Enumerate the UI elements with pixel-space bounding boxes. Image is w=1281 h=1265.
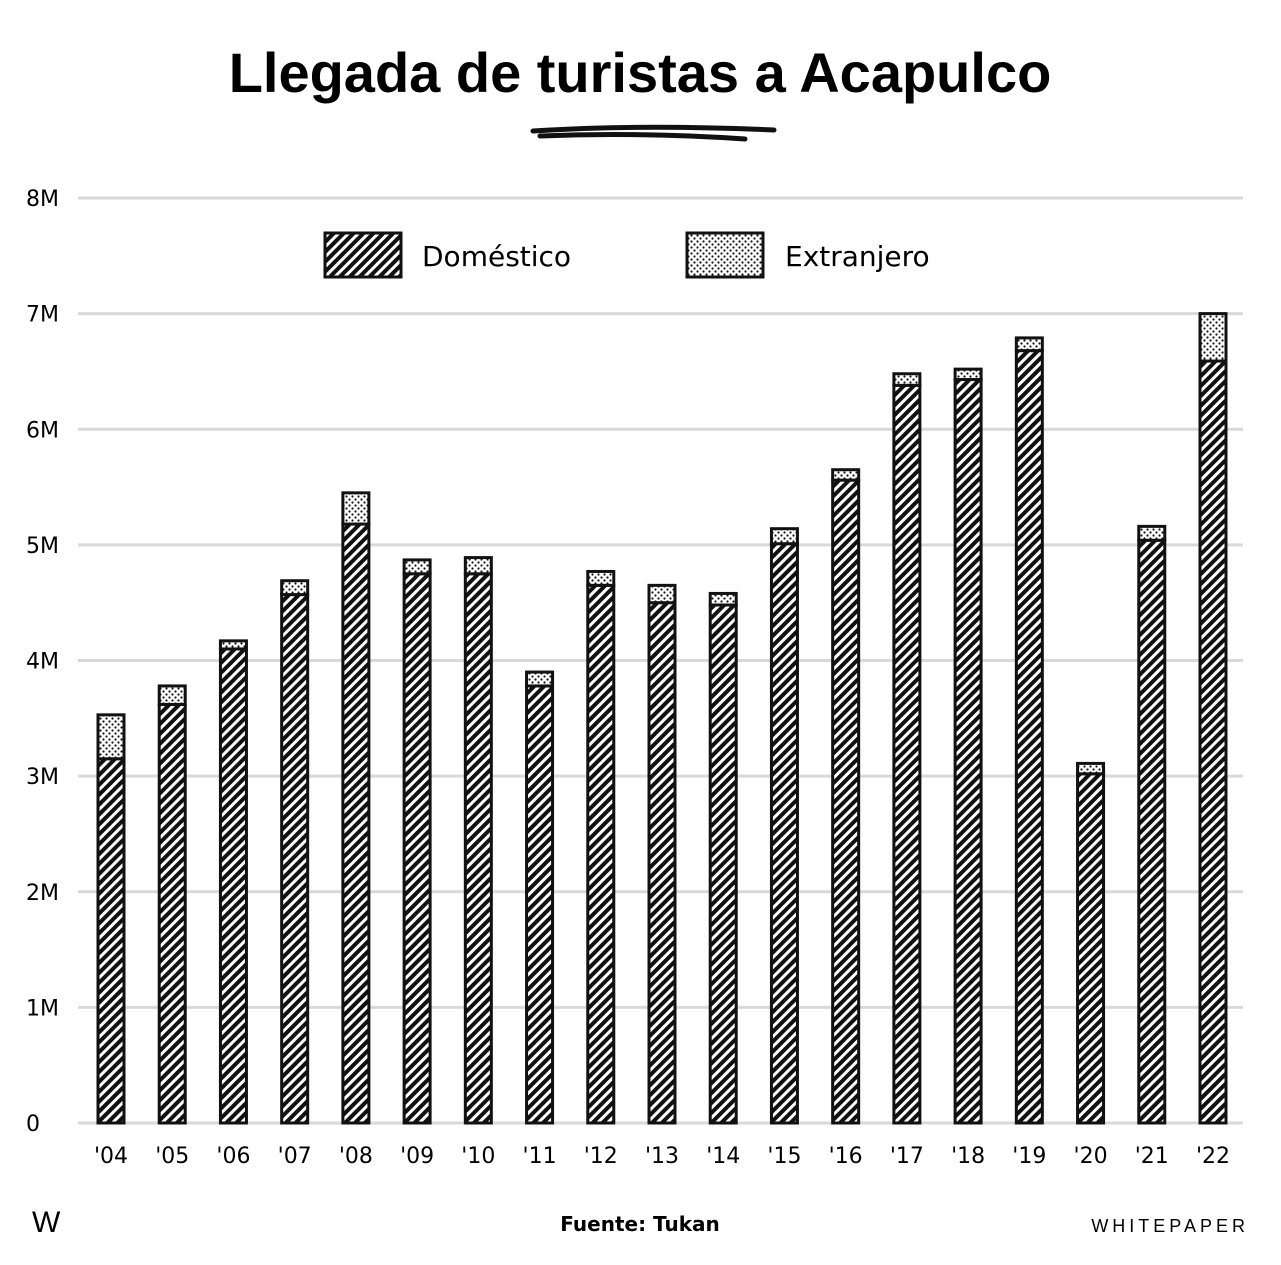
bar-domestico	[463, 572, 493, 1125]
y-tick-label: 3M	[26, 765, 59, 790]
x-tick-label: '06	[216, 1144, 250, 1169]
y-tick-label: 2M	[26, 881, 59, 906]
bar-extranjero	[157, 684, 187, 706]
bar-extranjero	[953, 367, 983, 382]
brand-logo: W	[32, 1206, 61, 1239]
legend-swatch-domestico	[323, 231, 403, 279]
bar-extranjero	[463, 556, 493, 576]
x-tick-label: '04	[94, 1144, 128, 1169]
bar-extranjero	[525, 670, 555, 688]
bar-extranjero	[769, 527, 799, 546]
chart-title: Llegada de turistas a Acapulco	[229, 41, 1052, 104]
bar-extranjero	[892, 372, 922, 387]
x-tick-label: '05	[155, 1144, 189, 1169]
bar-domestico	[1014, 349, 1044, 1125]
legend-label-extranjero: Extranjero	[785, 240, 930, 273]
bar-domestico	[280, 593, 310, 1125]
bar-domestico	[647, 601, 677, 1125]
x-tick-label: '07	[278, 1144, 312, 1169]
x-tick-label: '11	[523, 1144, 557, 1169]
x-tick-label: '10	[461, 1144, 495, 1169]
x-tick-label: '22	[1196, 1144, 1230, 1169]
x-tick-label: '21	[1135, 1144, 1169, 1169]
legend-swatch-extranjero	[685, 231, 765, 279]
bar-extranjero	[1076, 761, 1106, 776]
x-tick-label: '20	[1074, 1144, 1108, 1169]
y-tick-label: 6M	[26, 418, 59, 443]
bar-extranjero	[831, 468, 861, 482]
bar-domestico	[1076, 772, 1106, 1125]
y-axis: 0 1M 2M 3M 4M 5M 6M 7M 8M	[26, 187, 59, 1137]
x-tick-label: '13	[645, 1144, 679, 1169]
bar-domestico	[1137, 538, 1167, 1125]
bar-domestico	[586, 583, 616, 1125]
bar-extranjero	[708, 591, 738, 607]
bar-domestico	[769, 542, 799, 1125]
y-tick-label: 5M	[26, 534, 59, 559]
legend-label-domestico: Doméstico	[422, 240, 571, 273]
bars	[96, 312, 1228, 1125]
bar-domestico	[892, 383, 922, 1125]
legend-item-domestico: Doméstico	[323, 231, 571, 279]
bar-extranjero	[1014, 336, 1044, 353]
y-tick-label: 8M	[26, 187, 59, 212]
bar-domestico	[157, 702, 187, 1125]
x-tick-label: '09	[400, 1144, 434, 1169]
bar-domestico	[708, 603, 738, 1125]
x-tick-label: '15	[767, 1144, 801, 1169]
legend: Doméstico Extranjero	[323, 231, 930, 279]
bar-domestico	[341, 522, 371, 1125]
x-tick-label: '12	[584, 1144, 618, 1169]
bar-extranjero	[280, 579, 310, 597]
bar-domestico	[218, 647, 248, 1125]
bar-extranjero	[586, 569, 616, 587]
bar-extranjero	[341, 491, 371, 526]
x-tick-label: '14	[706, 1144, 740, 1169]
x-tick-label: '16	[829, 1144, 863, 1169]
x-tick-label: '18	[951, 1144, 985, 1169]
bar-extranjero	[96, 713, 126, 761]
bar-domestico	[953, 378, 983, 1125]
bar-domestico	[402, 572, 432, 1125]
y-tick-label: 0	[26, 1112, 40, 1137]
y-tick-label: 7M	[26, 303, 59, 328]
source-note: Fuente: Tukan	[560, 1212, 720, 1236]
bar-domestico	[1198, 359, 1228, 1125]
bar-extranjero	[1198, 312, 1228, 363]
bar-domestico	[525, 684, 555, 1125]
bar-domestico	[831, 478, 861, 1125]
x-axis: '04 '05 '06 '07 '08 '09 '10 '11 '12 '13 '14 '15 '16 '…	[94, 1144, 1230, 1169]
x-tick-label: '17	[890, 1144, 924, 1169]
bar-extranjero	[647, 583, 677, 605]
bar-domestico	[96, 757, 126, 1125]
x-tick-label: '08	[339, 1144, 373, 1169]
y-tick-label: 4M	[26, 650, 59, 675]
y-tick-label: 1M	[26, 996, 59, 1021]
bar-extranjero	[1137, 524, 1167, 542]
bar-extranjero	[402, 558, 432, 576]
bar-extranjero	[218, 639, 248, 651]
title-underline	[530, 124, 777, 142]
legend-item-extranjero: Extranjero	[685, 231, 930, 279]
x-tick-label: '19	[1012, 1144, 1046, 1169]
brand-name: WHITEPAPER	[1091, 1216, 1249, 1236]
